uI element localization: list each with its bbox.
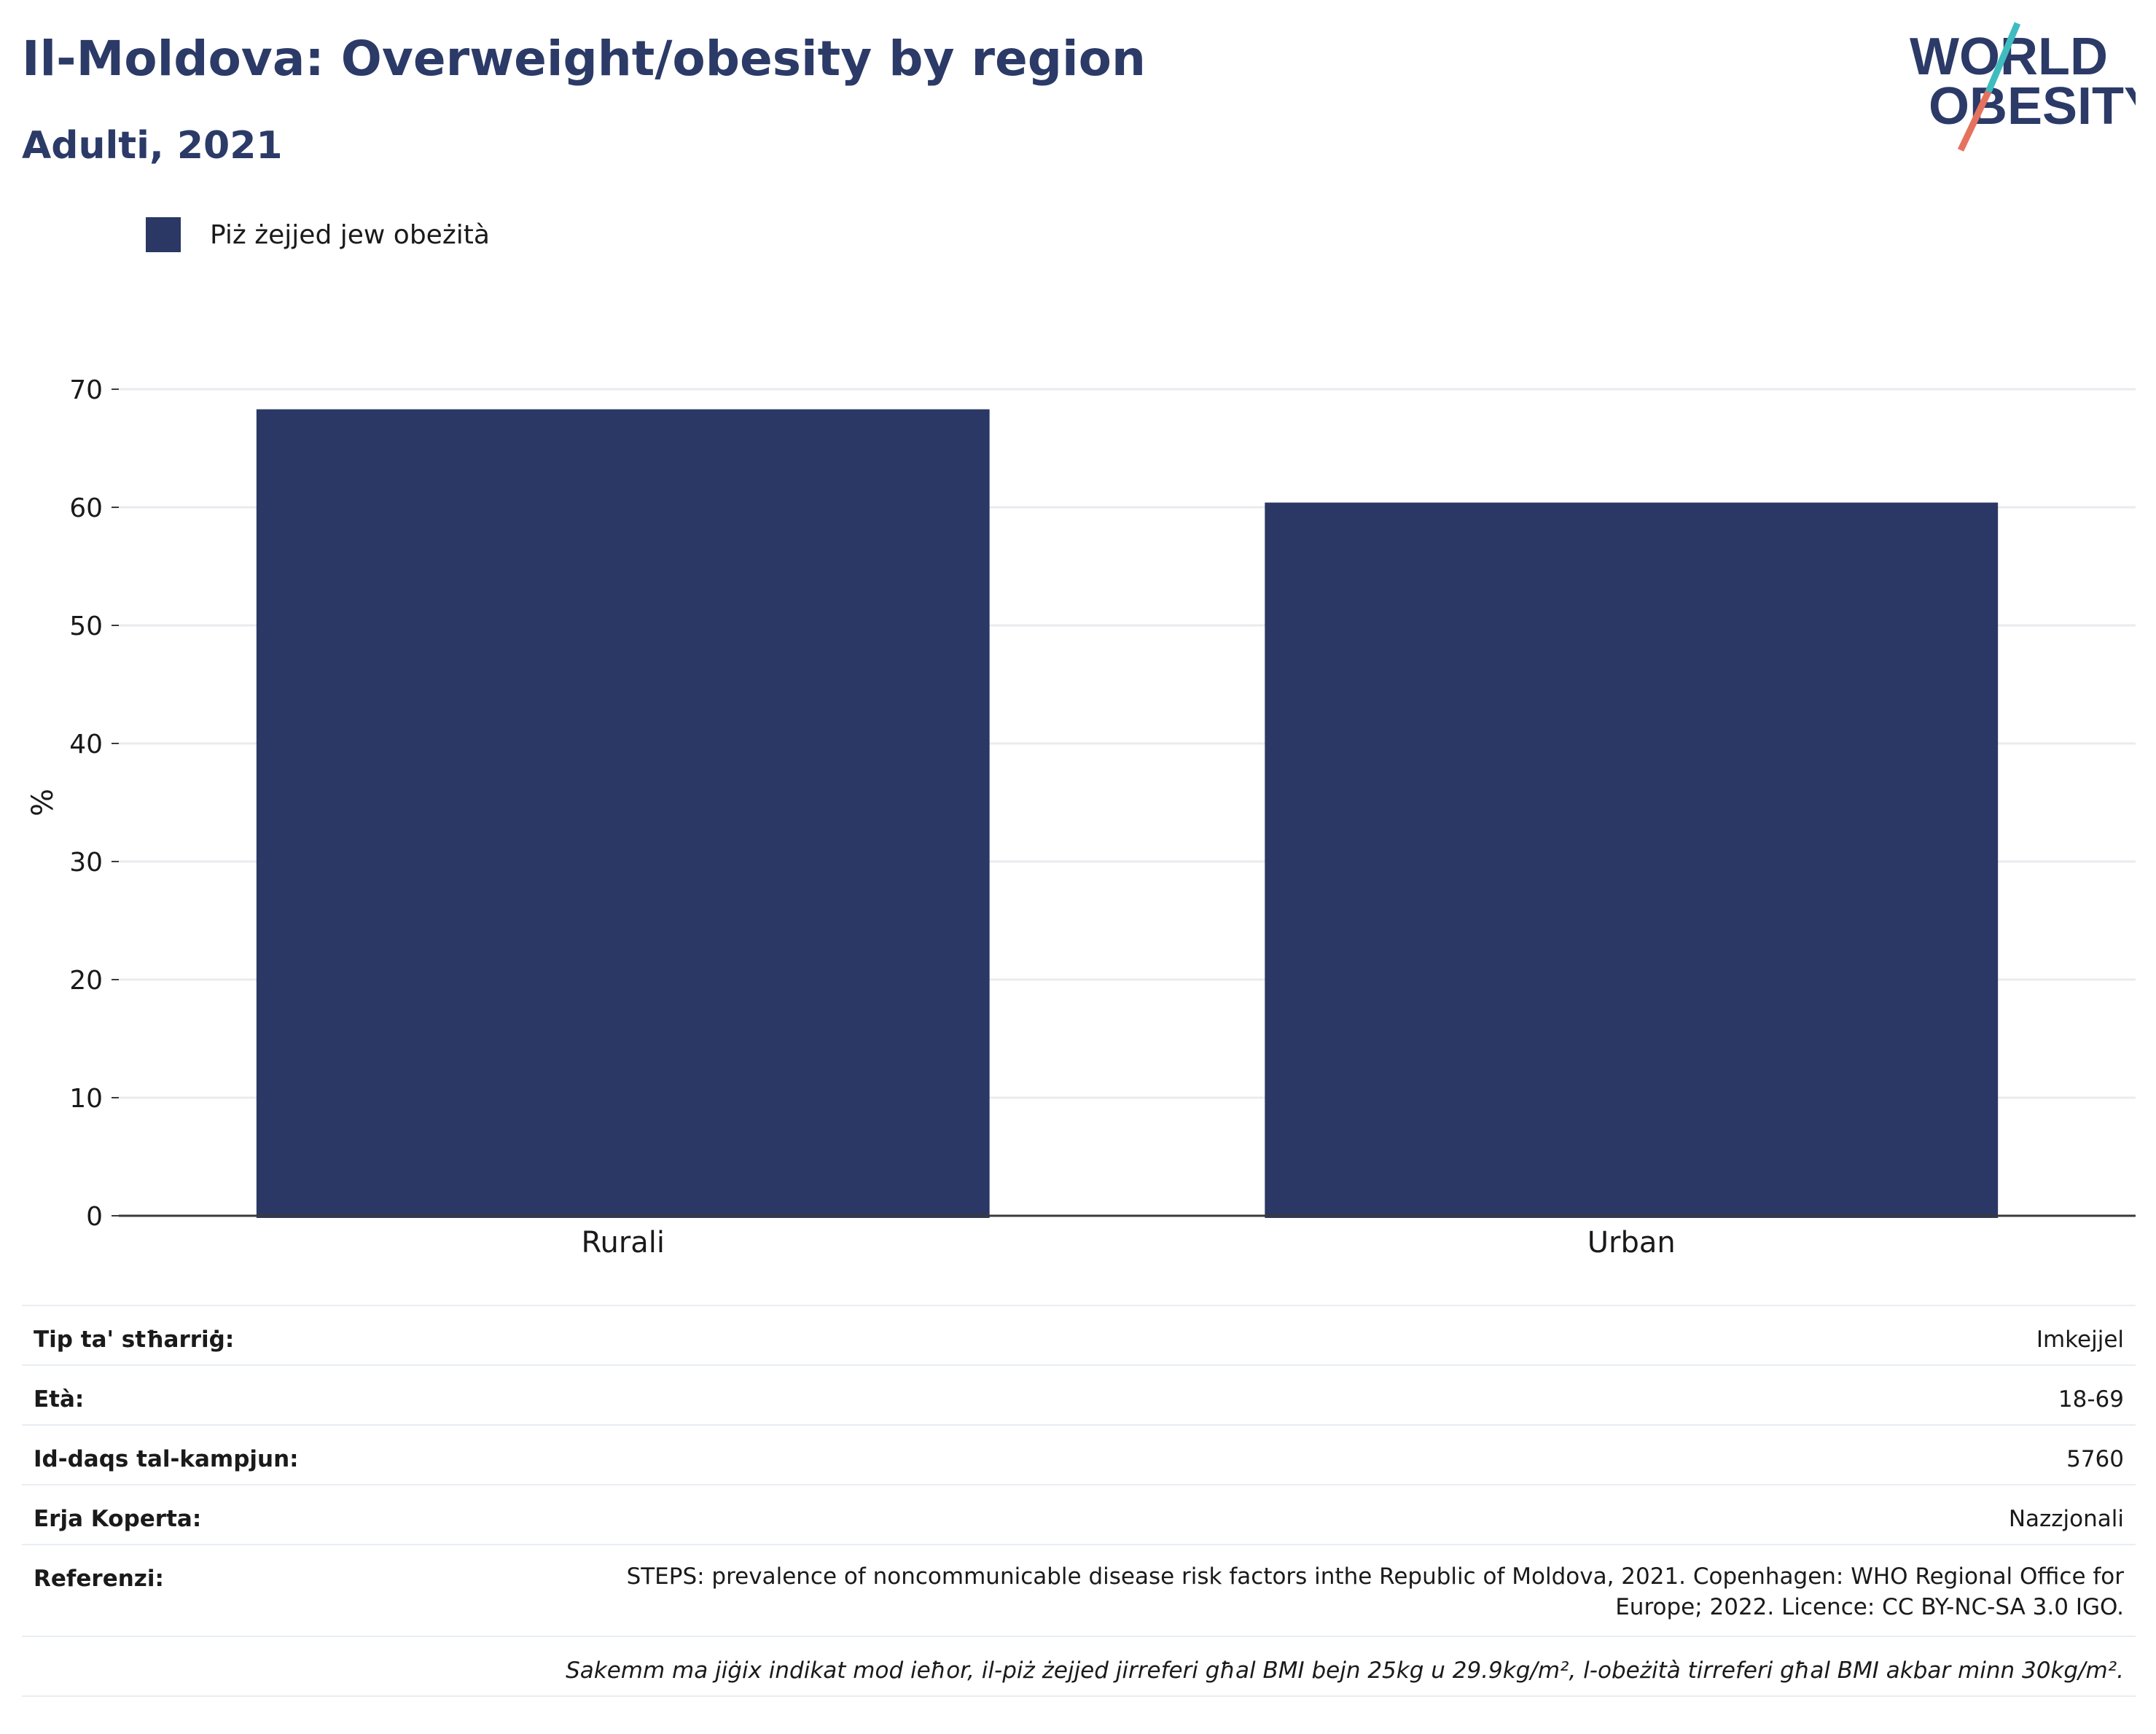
info-value: Nazzjonali [2008,1506,2124,1532]
bar-urban [1265,502,1999,1218]
logo-slash-teal [1985,22,2021,93]
bars [256,409,1999,1218]
world-obesity-logo: WORLD OBESITY [1910,22,2136,152]
x-tick-label: Rurali [581,1226,665,1260]
info-row-area: Erja Koperta: Nazzjonali [22,1484,2136,1544]
y-tick-label: 30 [69,848,103,878]
info-value: Imkejjel [2036,1327,2124,1353]
info-label: Erja Koperta: [34,1506,202,1532]
y-tick-label: 60 [69,493,103,523]
y-tick-label: 70 [69,375,103,405]
bar-rurali [256,409,990,1218]
x-tick-label: Urban [1587,1226,1676,1260]
info-value: 18-69 [2058,1386,2124,1413]
logo-word-obesity: OBESITY [1929,77,2136,136]
y-axis-label: % [26,789,60,816]
info-label: Referenzi: [34,1566,164,1592]
legend-label: Piż żejjed jew obeżità [210,219,490,250]
y-tick-label: 0 [86,1202,103,1232]
logo-slash-coral [1957,90,1992,152]
legend-swatch [146,217,181,252]
y-tick-label: 10 [69,1084,103,1114]
info-row-survey-type: Tip ta' stħarriġ: Imkejjel [22,1305,2136,1364]
chart-title: Il-Moldova: Overweight/obesity by region [22,31,1146,87]
info-label: Id-daqs tal-kampjun: [34,1446,299,1472]
info-row-note: Sakemm ma jiġix indikat mod ieħor, il-pi… [22,1636,2136,1697]
references-text: STEPS: prevalence of noncommunicable dis… [626,1563,2124,1620]
info-label: Età: [34,1386,85,1413]
info-value: 5760 [2066,1446,2124,1472]
info-table: Tip ta' stħarriġ: Imkejjel Età: 18-69 Id… [22,1305,2136,1697]
info-row-references: Referenzi: STEPS: prevalence of noncommu… [22,1544,2136,1636]
y-tick-label: 40 [69,730,103,759]
x-tick-labels: Rurali Urban [581,1226,1675,1260]
y-tick-label: 50 [69,612,103,641]
info-row-sample-size: Id-daqs tal-kampjun: 5760 [22,1424,2136,1484]
y-tick-labels: 0 10 20 30 40 50 60 70 [69,375,103,1232]
bar-chart: 0 10 20 30 40 50 60 70 Rurali Urban % [26,375,2136,1260]
chart-legend: Piż żejjed jew obeżità [146,217,490,252]
info-row-age: Età: 18-69 [22,1364,2136,1424]
chart-subtitle: Adulti, 2021 [22,124,283,168]
footnote-text: Sakemm ma jiġix indikat mod ieħor, il-pi… [566,1657,2124,1684]
y-tick-label: 20 [69,966,103,996]
info-label: Tip ta' stħarriġ: [34,1327,235,1353]
